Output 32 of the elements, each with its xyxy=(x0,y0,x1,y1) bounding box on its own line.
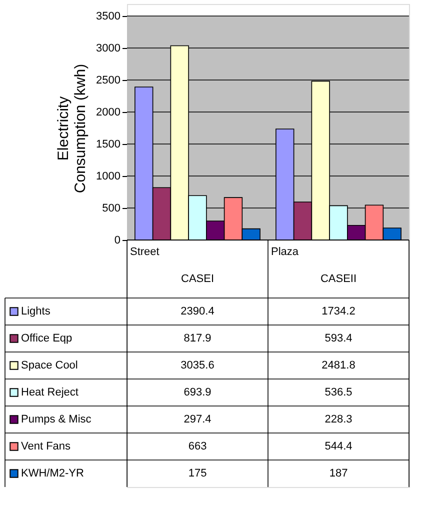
data-label: 187 xyxy=(329,468,348,480)
y-tick-label: 1000 xyxy=(96,170,120,182)
data-label: 228.3 xyxy=(324,414,352,426)
y-tick-label: 3000 xyxy=(96,42,120,54)
legend-label: KWH/M2-YR xyxy=(21,468,84,480)
data-label: 544.4 xyxy=(324,440,352,452)
y-tick-label: 500 xyxy=(102,202,120,214)
data-label: 1734.2 xyxy=(322,306,356,318)
legend-label: Lights xyxy=(21,306,51,318)
legend-label: Heat Reject xyxy=(21,386,78,398)
data-label: 536.5 xyxy=(324,386,352,398)
data-label: 593.4 xyxy=(324,332,352,344)
y-tick-label: 1500 xyxy=(96,138,120,150)
legend-label: Vent Fans xyxy=(21,440,72,452)
y-tick-label: 3500 xyxy=(96,10,120,22)
data-label: 663 xyxy=(188,440,207,452)
data-label: 2390.4 xyxy=(180,306,214,318)
data-label: 297.4 xyxy=(184,414,212,426)
data-label: 2481.8 xyxy=(322,360,356,372)
data-label: 3035.6 xyxy=(180,360,214,372)
data-label: 693.9 xyxy=(184,386,212,398)
y-tick-label: 2000 xyxy=(96,106,120,118)
legend-label: Pumps & Misc xyxy=(21,414,92,426)
data-label: 817.9 xyxy=(184,332,212,344)
legend-label: Space Cool xyxy=(21,360,78,372)
legend-label: Office Eqp xyxy=(21,332,72,344)
data-label: 175 xyxy=(188,468,207,480)
y-tick-label: 2500 xyxy=(96,74,120,86)
category-label: Plaza CASEII xyxy=(271,246,357,285)
y-axis-title: Electricity Consumption (kwh) xyxy=(55,64,90,194)
category-label: Street CASEI xyxy=(130,246,214,285)
y-tick-label: 0 xyxy=(114,234,120,246)
